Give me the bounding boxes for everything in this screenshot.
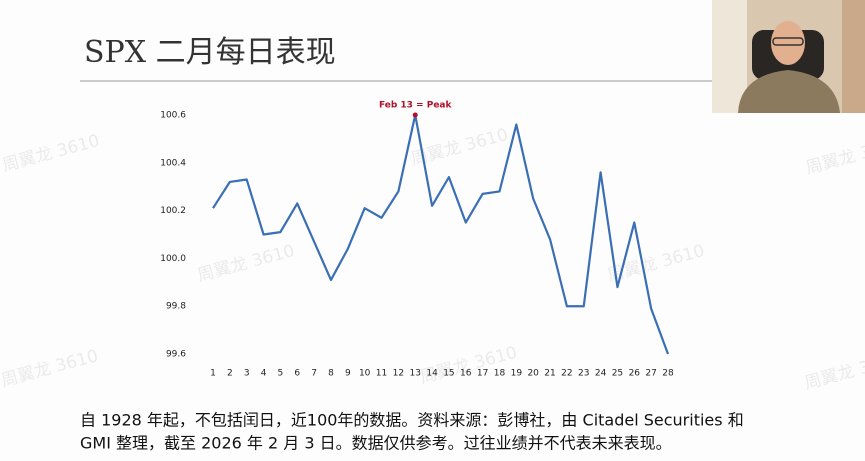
- x-tick-label: 3: [244, 369, 250, 379]
- x-tick-label: 17: [477, 369, 488, 379]
- x-tick-label: 19: [511, 369, 523, 379]
- y-tick-label: 100.0: [160, 254, 186, 264]
- webcam-shirt: [738, 70, 840, 113]
- x-tick-label: 27: [645, 369, 656, 379]
- x-tick-label: 14: [426, 369, 438, 379]
- watermark: 周翼龙 3610: [195, 241, 296, 286]
- x-tick-label: 26: [629, 369, 641, 379]
- x-tick-label: 24: [595, 369, 607, 379]
- x-tick-label: 11: [376, 369, 387, 379]
- x-tick-label: 16: [460, 369, 472, 379]
- webcam-wall: [712, 0, 747, 113]
- x-tick-label: 23: [578, 369, 589, 379]
- watermark: 周翼龙 3610: [0, 346, 100, 391]
- slide-title: SPX 二月每日表现: [84, 35, 336, 70]
- x-tick-label: 10: [359, 369, 371, 379]
- x-tick-label: 25: [612, 369, 623, 379]
- y-tick-label: 99.8: [166, 302, 186, 312]
- watermark: 周翼龙 3610: [418, 343, 519, 388]
- x-tick-label: 4: [261, 369, 267, 379]
- x-tick-label: 28: [662, 369, 674, 379]
- x-tick-label: 22: [561, 369, 572, 379]
- y-tick-label: 100.4: [160, 158, 186, 168]
- watermark: 周翼龙 3610: [804, 134, 865, 179]
- watermark: 周翼龙 3610: [0, 131, 101, 176]
- webcam-glasses: [772, 37, 804, 46]
- x-tick-label: 12: [393, 369, 404, 379]
- x-tick-label: 8: [328, 369, 334, 379]
- x-tick-label: 21: [544, 369, 555, 379]
- x-tick-label: 18: [494, 369, 506, 379]
- annotation: Feb 13 = Peak: [379, 100, 453, 110]
- y-tick-label: 100.2: [160, 206, 186, 216]
- x-tick-label: 6: [294, 369, 300, 379]
- x-tick-label: 5: [278, 369, 284, 379]
- footer-line: 自 1928 年起，不包括闰日，近100年的数据。资料来源：彭博社，由 Cita…: [80, 411, 744, 430]
- line: [212, 113, 670, 355]
- watermark: 周翼龙 3610: [802, 349, 865, 394]
- y-tick-label: 100.6: [160, 110, 186, 120]
- x-tick-label: 7: [311, 369, 317, 379]
- x-tick-label: 20: [527, 369, 539, 379]
- x-tick-label: 15: [443, 369, 454, 379]
- webcam-door: [842, 0, 865, 113]
- y-tick-label: 99.6: [166, 350, 186, 360]
- footer-line: GMI 整理，截至 2026 年 2 月 3 日。数据仅供参考。过往业绩并不代表…: [80, 434, 672, 453]
- x-tick-label: 1: [210, 369, 216, 379]
- x-tick-label: 9: [345, 369, 351, 379]
- peak-marker: [412, 112, 418, 118]
- webcam-face: [771, 21, 805, 65]
- x-tick-label: 13: [409, 369, 420, 379]
- x-tick-label: 2: [227, 369, 233, 379]
- webcam: [712, 0, 865, 113]
